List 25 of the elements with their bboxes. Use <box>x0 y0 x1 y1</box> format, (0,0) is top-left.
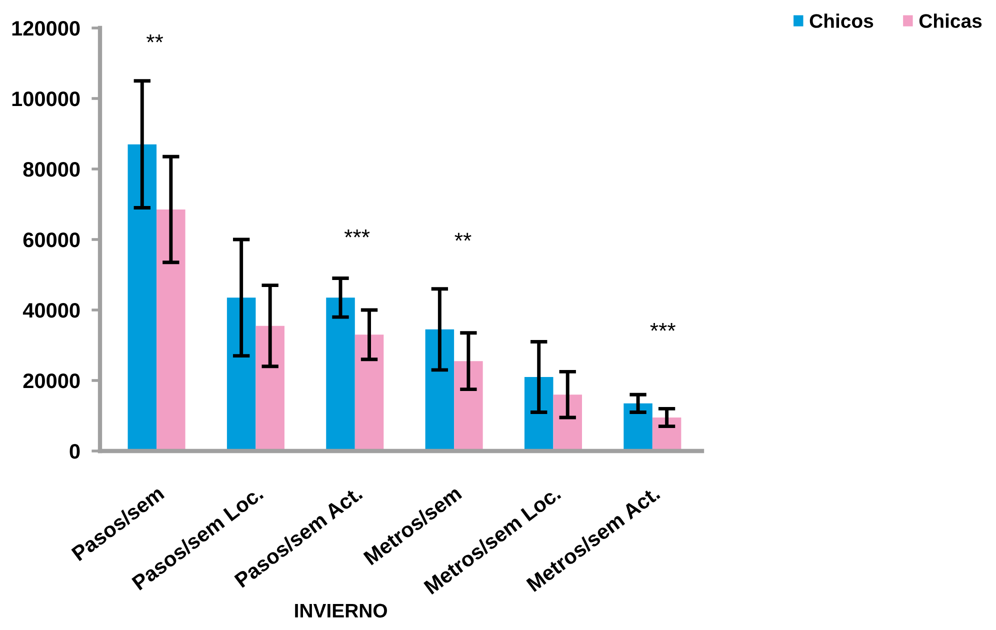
bar <box>128 144 157 451</box>
annotation: *** <box>344 230 370 238</box>
bar <box>624 403 652 451</box>
bar <box>425 329 454 451</box>
legend-label: Chicos <box>810 14 874 28</box>
bar <box>553 394 582 451</box>
bar <box>156 210 186 451</box>
y-tick-label: 0 <box>70 444 80 459</box>
y-tick-label: 60000 <box>23 232 80 248</box>
bar <box>354 334 384 451</box>
annotation: ** <box>146 34 164 42</box>
bar <box>256 326 284 451</box>
annotation: *** <box>650 323 676 331</box>
y-tick-label: 100000 <box>12 92 80 106</box>
y-tick-label: 120000 <box>12 21 80 36</box>
legend-label: Chicas <box>919 14 982 28</box>
y-tick-label: 20000 <box>23 374 80 388</box>
y-tick-label: 80000 <box>23 162 80 177</box>
bar <box>226 298 256 451</box>
y-tick-label: 40000 <box>22 303 80 318</box>
bar <box>524 376 554 451</box>
x-axis-title: INVIERNO <box>295 604 387 618</box>
bar <box>454 361 483 451</box>
bar <box>326 298 355 451</box>
annotation: ** <box>454 232 472 241</box>
